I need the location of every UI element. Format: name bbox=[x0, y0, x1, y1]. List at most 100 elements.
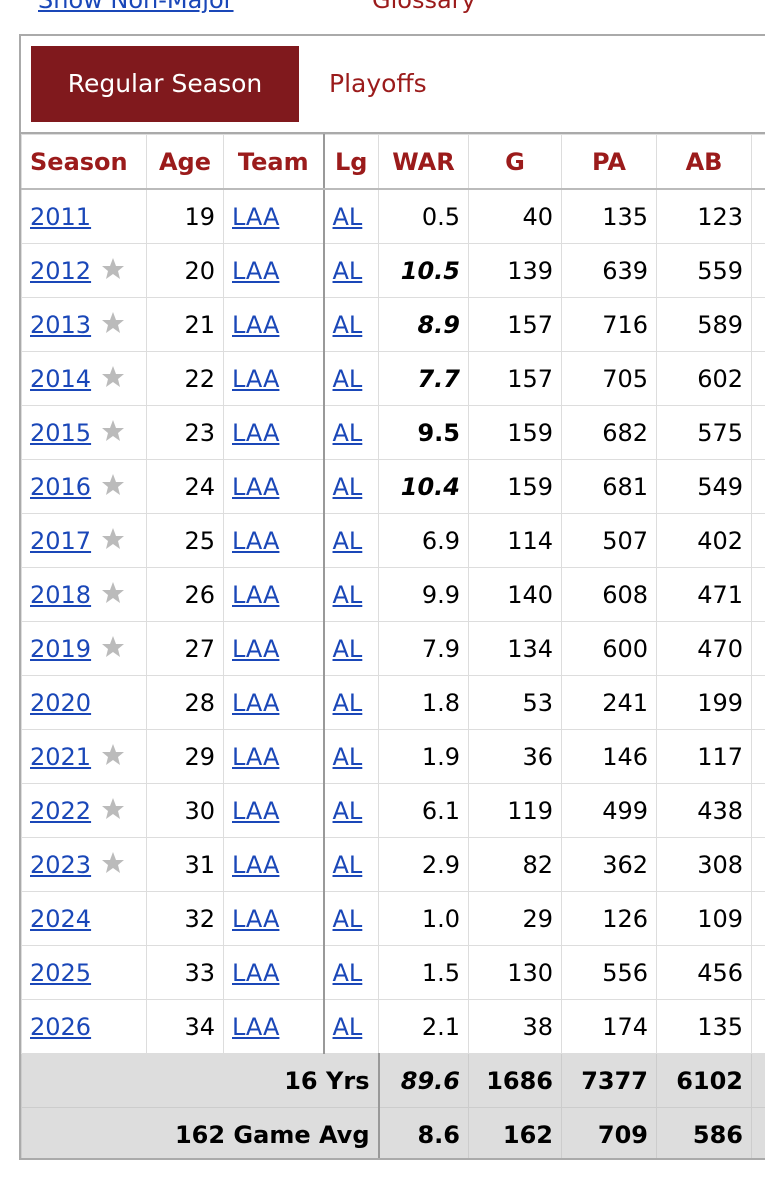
tab-playoffs[interactable]: Playoffs bbox=[329, 69, 427, 98]
cell-pa: 135 bbox=[561, 188, 657, 244]
cell-g: 157 bbox=[468, 351, 562, 406]
lg-link[interactable]: AL bbox=[332, 634, 363, 663]
cell-ab: 402 bbox=[656, 513, 752, 568]
tab-regular-season[interactable]: Regular Season bbox=[31, 46, 299, 122]
season-link[interactable]: 2023 bbox=[30, 850, 92, 879]
season-link[interactable]: 2026 bbox=[30, 1012, 92, 1041]
lg-link[interactable]: AL bbox=[332, 202, 363, 231]
season-link[interactable]: 2015 bbox=[30, 418, 92, 447]
team-link[interactable]: LAA bbox=[232, 580, 280, 609]
cell-g: 38 bbox=[468, 999, 562, 1054]
team-link[interactable]: LAA bbox=[232, 418, 280, 447]
season-link[interactable]: 2013 bbox=[30, 310, 92, 339]
team-link[interactable]: LAA bbox=[232, 688, 280, 717]
footer-war: 89.6 bbox=[378, 1053, 469, 1108]
season-link[interactable]: 2017 bbox=[30, 526, 92, 555]
season-link[interactable]: 2014 bbox=[30, 364, 92, 393]
lg-link[interactable]: AL bbox=[332, 526, 363, 555]
season-link[interactable]: 2025 bbox=[30, 958, 92, 987]
footer-row: 16 Yrs 89.6 1686 7377 6102 bbox=[21, 1053, 765, 1108]
footer-war: 8.6 bbox=[378, 1107, 469, 1158]
team-link[interactable]: LAA bbox=[232, 634, 280, 663]
cell-team: LAA bbox=[223, 945, 325, 1000]
star-shape bbox=[102, 473, 125, 495]
cell-ab: 602 bbox=[656, 351, 752, 406]
season-link[interactable]: 2019 bbox=[30, 634, 92, 663]
cell-season: 2019 bbox=[21, 621, 147, 676]
cell-age: 22 bbox=[146, 351, 224, 406]
lg-link[interactable]: AL bbox=[332, 796, 363, 825]
season-link[interactable]: 2018 bbox=[30, 580, 92, 609]
cell-team: LAA bbox=[223, 837, 325, 892]
season-row: 2013 21 LAA AL 8.9 157 716 589 bbox=[21, 297, 765, 352]
lg-link[interactable]: AL bbox=[332, 1012, 363, 1041]
cell-cut bbox=[751, 783, 765, 838]
season-link[interactable]: 2020 bbox=[30, 688, 92, 717]
season-link[interactable]: 2011 bbox=[30, 202, 92, 231]
season-row: 2026 34 LAA AL 2.1 38 174 135 bbox=[21, 999, 765, 1054]
season-link[interactable]: 2021 bbox=[30, 742, 92, 771]
team-link[interactable]: LAA bbox=[232, 904, 280, 933]
season-link[interactable]: 2024 bbox=[30, 904, 92, 933]
cell-team: LAA bbox=[223, 783, 325, 838]
lg-link[interactable]: AL bbox=[332, 742, 363, 771]
glossary-link[interactable]: Glossary bbox=[372, 0, 476, 14]
cell-ab: 559 bbox=[656, 243, 752, 298]
team-link[interactable]: LAA bbox=[232, 472, 280, 501]
lg-link[interactable]: AL bbox=[332, 472, 363, 501]
cell-lg: AL bbox=[323, 513, 379, 568]
team-link[interactable]: LAA bbox=[232, 1012, 280, 1041]
season-row: 2011 19 LAA AL 0.5 40 135 123 bbox=[21, 188, 765, 244]
lg-link[interactable]: AL bbox=[332, 256, 363, 285]
team-link[interactable]: LAA bbox=[232, 958, 280, 987]
cell-season: 2017 bbox=[21, 513, 147, 568]
column-header: Team bbox=[223, 134, 325, 190]
star-shape bbox=[102, 527, 125, 549]
lg-link[interactable]: AL bbox=[332, 904, 363, 933]
lg-link[interactable]: AL bbox=[332, 850, 363, 879]
team-link[interactable]: LAA bbox=[232, 256, 280, 285]
cell-ab: 471 bbox=[656, 567, 752, 622]
lg-link[interactable]: AL bbox=[332, 418, 363, 447]
cell-lg: AL bbox=[323, 188, 379, 244]
cell-season: 2015 bbox=[21, 405, 147, 460]
lg-link[interactable]: AL bbox=[332, 310, 363, 339]
footer-pa: 7377 bbox=[561, 1053, 657, 1108]
all-star-icon bbox=[102, 527, 125, 549]
team-link[interactable]: LAA bbox=[232, 202, 280, 231]
cell-team: LAA bbox=[223, 243, 325, 298]
team-link[interactable]: LAA bbox=[232, 364, 280, 393]
column-header: G bbox=[468, 134, 562, 190]
lg-link[interactable]: AL bbox=[332, 364, 363, 393]
team-link[interactable]: LAA bbox=[232, 742, 280, 771]
team-link[interactable]: LAA bbox=[232, 310, 280, 339]
lg-link[interactable]: AL bbox=[332, 688, 363, 717]
cell-war: 8.9 bbox=[378, 297, 469, 352]
cell-team: LAA bbox=[223, 513, 325, 568]
cell-age: 19 bbox=[146, 188, 224, 244]
team-link[interactable]: LAA bbox=[232, 526, 280, 555]
tab-bar: Regular Season Playoffs bbox=[21, 36, 765, 134]
all-star-icon bbox=[102, 797, 125, 819]
season-row: 2025 33 LAA AL 1.5 130 556 456 bbox=[21, 945, 765, 1000]
lg-link[interactable]: AL bbox=[332, 958, 363, 987]
season-link[interactable]: 2022 bbox=[30, 796, 92, 825]
season-link[interactable]: 2012 bbox=[30, 256, 92, 285]
cell-ab: 589 bbox=[656, 297, 752, 352]
team-link[interactable]: LAA bbox=[232, 796, 280, 825]
team-link[interactable]: LAA bbox=[232, 850, 280, 879]
cell-pa: 639 bbox=[561, 243, 657, 298]
cell-g: 140 bbox=[468, 567, 562, 622]
cell-lg: AL bbox=[323, 567, 379, 622]
lg-link[interactable]: AL bbox=[332, 580, 363, 609]
star-shape bbox=[102, 311, 125, 333]
cell-pa: 174 bbox=[561, 999, 657, 1054]
cell-g: 159 bbox=[468, 459, 562, 514]
cell-season: 2012 bbox=[21, 243, 147, 298]
cell-ab: 109 bbox=[656, 891, 752, 946]
cell-team: LAA bbox=[223, 351, 325, 406]
cell-pa: 241 bbox=[561, 675, 657, 730]
non-major-link[interactable]: Show Non-Major bbox=[38, 0, 234, 14]
cell-war: 1.9 bbox=[378, 729, 469, 784]
season-link[interactable]: 2016 bbox=[30, 472, 92, 501]
